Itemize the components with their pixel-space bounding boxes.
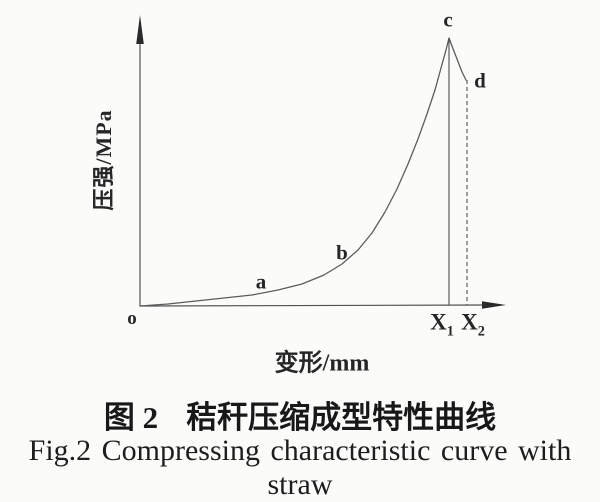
y-axis-label: 压强/MPa (91, 109, 116, 211)
figure-title-zh: 秸秆压缩成型特性曲线 (186, 400, 497, 435)
curve-point-label-d: d (474, 68, 486, 93)
curve-point-label-c: c (443, 7, 453, 32)
x-tick-x1-base: X (430, 309, 447, 335)
caption-english: Fig.2 Compressing characteristic curve w… (28, 434, 572, 501)
figure-number-zh: 图 2 (103, 400, 159, 435)
x-tick-x2-sub: 2 (477, 323, 485, 340)
origin-label: o (127, 308, 137, 329)
curve-point-label-a: a (255, 269, 267, 294)
x-tick-x2-base: X (461, 309, 478, 335)
x-tick-x2: X2 (461, 310, 485, 341)
x-tick-x1-sub: 1 (446, 323, 454, 340)
compression-curve-plot (136, 15, 506, 309)
caption-chinese: 图 2 秸秆压缩成型特性曲线 (0, 392, 600, 437)
x-axis-label: 变形/mm (274, 350, 370, 377)
x-tick-x1: X1 (430, 310, 454, 341)
figure-canvas: 压强/MPa 变形/mm o a b c d X1 X2 图 2 秸秆压缩成型特… (0, 7, 600, 502)
curve-point-label-b: b (336, 240, 348, 265)
